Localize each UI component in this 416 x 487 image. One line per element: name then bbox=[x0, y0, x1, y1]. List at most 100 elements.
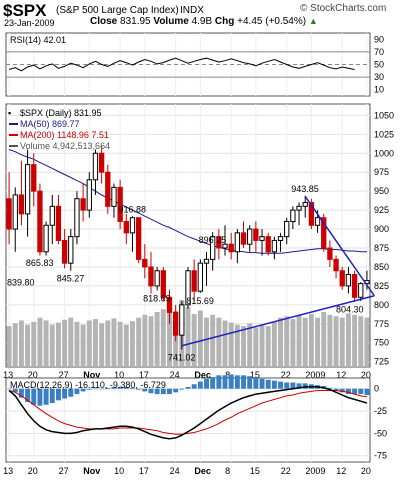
price-tick-label: 925 bbox=[374, 205, 389, 215]
macd-histogram-bar bbox=[18, 388, 24, 398]
price-x-label: 2009 bbox=[305, 370, 325, 380]
price-annotation: 916.88 bbox=[118, 204, 146, 214]
candle-body bbox=[173, 311, 179, 336]
macd-histogram-bar bbox=[130, 387, 135, 389]
candle-body bbox=[160, 270, 166, 298]
volume-bar bbox=[105, 320, 111, 367]
volume-bar bbox=[6, 326, 12, 367]
volume-bar bbox=[315, 317, 321, 367]
macd-histogram-bar bbox=[86, 388, 92, 390]
macd-histogram-bar bbox=[352, 388, 358, 395]
volume-bar bbox=[290, 319, 296, 367]
volume-bar bbox=[25, 324, 31, 367]
candle-body bbox=[302, 202, 308, 207]
volume-bar bbox=[352, 314, 358, 367]
macd-signal-line bbox=[8, 390, 367, 435]
volume-bar bbox=[12, 323, 18, 367]
volume-bar bbox=[37, 317, 43, 367]
volume-bar bbox=[234, 324, 240, 367]
macd-histogram-bar bbox=[62, 388, 68, 399]
macd-histogram-bar bbox=[136, 388, 142, 390]
volume-bar bbox=[253, 327, 259, 367]
macd-histogram-bar bbox=[265, 379, 271, 389]
macd-x-label: 2009 bbox=[305, 466, 325, 476]
volume-bar bbox=[185, 307, 191, 367]
macd-histogram-bar bbox=[74, 388, 80, 395]
price-x-label: 20 bbox=[361, 370, 371, 380]
price-x-label: 22 bbox=[281, 370, 291, 380]
macd-tick-label: -25 bbox=[374, 406, 387, 416]
close-label: Close bbox=[90, 16, 118, 27]
macd-tick-label: -50 bbox=[374, 428, 387, 438]
price-annotation: 943.85 bbox=[291, 184, 319, 194]
candle-body bbox=[247, 228, 253, 245]
price-tick-label: 800 bbox=[374, 300, 389, 310]
volume-bar bbox=[111, 318, 117, 367]
macd-x-label: 27 bbox=[59, 466, 69, 476]
macd-histogram-bar bbox=[210, 377, 216, 389]
macd-histogram-bar bbox=[197, 381, 203, 389]
macd-histogram-bar bbox=[111, 386, 117, 389]
macd-histogram-bar bbox=[117, 386, 123, 389]
chg-label: Chg bbox=[214, 16, 235, 27]
volume-bar bbox=[216, 317, 222, 367]
candle-body bbox=[166, 296, 173, 313]
volume-bar bbox=[123, 324, 129, 367]
price-tick-label: 850 bbox=[374, 262, 389, 272]
macd-histogram-bar bbox=[302, 383, 308, 389]
price-x-label: 8 bbox=[225, 370, 230, 380]
volume-bar bbox=[333, 316, 339, 367]
macd-x-label: 20 bbox=[28, 466, 38, 476]
candle-body bbox=[253, 228, 259, 241]
macd-histogram-bar bbox=[12, 388, 18, 393]
price-tick-label: 775 bbox=[374, 319, 389, 329]
candle-body bbox=[284, 220, 290, 238]
price-tick-label: 900 bbox=[374, 224, 389, 234]
candle-body bbox=[191, 270, 197, 292]
legend-label: MA(200) 1148.96 7.51 bbox=[20, 130, 109, 140]
ma50-line bbox=[8, 149, 367, 254]
symbol: $SPX bbox=[3, 1, 47, 20]
quote-line: Close 831.95 Volume 4.9B Chg +4.45 (+0.5… bbox=[90, 16, 318, 27]
macd-histogram-bar bbox=[185, 386, 191, 389]
volume-bar bbox=[210, 314, 216, 367]
price-tick-label: 750 bbox=[374, 338, 389, 348]
rsi-tick-label: 50 bbox=[374, 60, 384, 70]
macd-x-label: 15 bbox=[250, 466, 260, 476]
brand: © StockCharts.com bbox=[300, 3, 387, 14]
volume-bar bbox=[284, 316, 290, 367]
macd-histogram-bar bbox=[204, 378, 209, 389]
candle-body bbox=[68, 236, 74, 264]
macd-x-label: 8 bbox=[225, 466, 230, 476]
macd-histogram-bar bbox=[25, 388, 31, 403]
volume-bar bbox=[364, 317, 370, 367]
macd-histogram-bar bbox=[80, 388, 86, 392]
macd-histogram-bar bbox=[228, 374, 234, 389]
price-annotation: 896.25 bbox=[199, 235, 227, 245]
volume-bar bbox=[327, 314, 333, 367]
volume-bar bbox=[247, 323, 253, 367]
macd-histogram-bar bbox=[284, 382, 290, 389]
macd-line bbox=[8, 386, 368, 440]
macd-histogram-bar bbox=[49, 388, 55, 404]
macd-histogram-bar bbox=[99, 388, 105, 390]
candle-body bbox=[154, 270, 160, 287]
candle-body bbox=[92, 152, 99, 181]
price-tick-label: 975 bbox=[374, 167, 389, 177]
candle-body bbox=[111, 186, 117, 207]
volume-bar bbox=[345, 313, 351, 367]
rsi-tick-label: 70 bbox=[374, 47, 384, 57]
trend-line bbox=[181, 295, 375, 347]
price-annotation: 845.27 bbox=[57, 274, 85, 284]
candle-body bbox=[179, 304, 185, 336]
index-name: (S&P 500 Large Cap Index) bbox=[56, 5, 179, 16]
volume-bar bbox=[321, 311, 327, 367]
volume-bar bbox=[358, 316, 364, 367]
macd-histogram-bar bbox=[222, 375, 228, 389]
macd-histogram-bar bbox=[358, 388, 364, 395]
chg-arrow-icon: ▲ bbox=[308, 16, 318, 26]
candle-body bbox=[351, 274, 358, 298]
candle-body bbox=[222, 243, 228, 249]
price-annotation: 741.02 bbox=[168, 353, 196, 363]
